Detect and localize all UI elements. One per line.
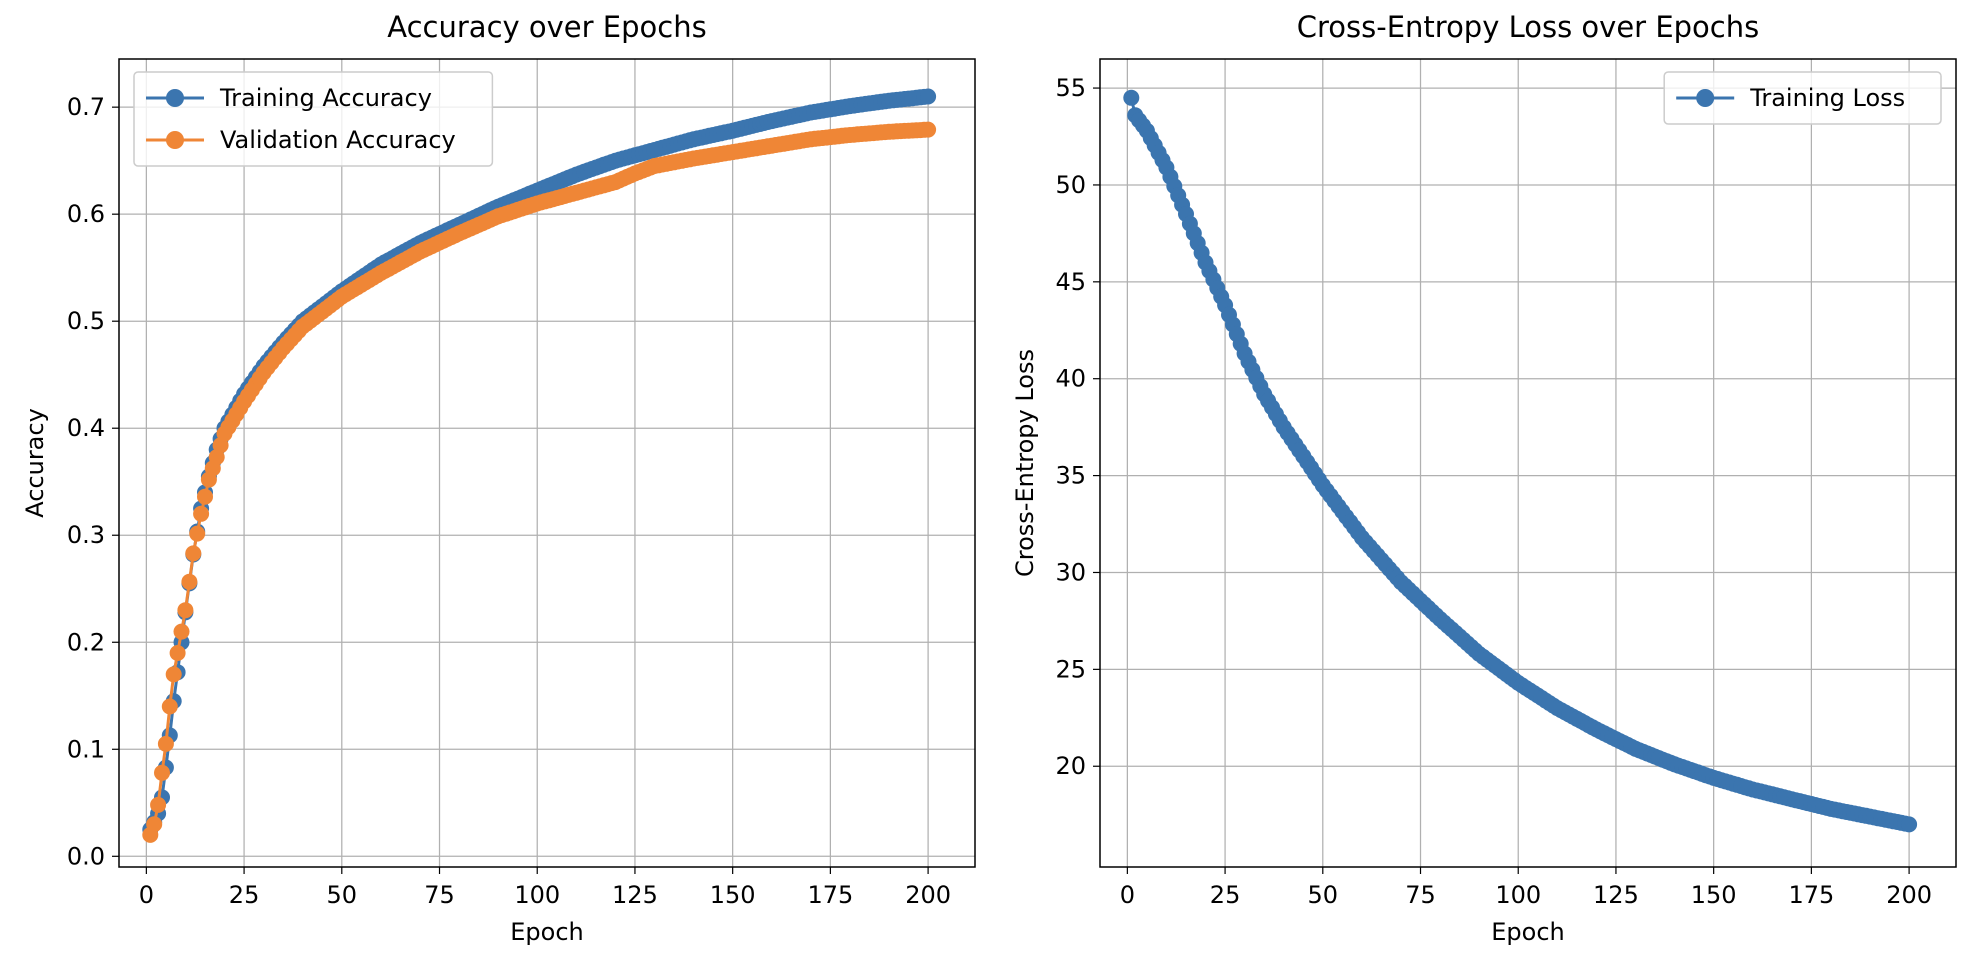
accuracy-y-tick-label: 0.6	[67, 200, 105, 228]
accuracy-data-point	[165, 666, 182, 683]
accuracy-x-tick-label: 200	[905, 881, 951, 909]
accuracy-y-tick-label: 0.4	[67, 414, 105, 442]
loss-x-tick-label: 175	[1788, 881, 1834, 909]
accuracy-data-point	[177, 602, 194, 619]
accuracy-data-point	[146, 816, 163, 833]
loss-y-axis-label: Cross-Entropy Loss	[1011, 349, 1039, 577]
loss-x-tick-label: 200	[1886, 881, 1932, 909]
loss-y-tick-label: 40	[1055, 365, 1086, 393]
accuracy-x-tick-label: 150	[710, 881, 756, 909]
accuracy-legend-item: Validation Accuracy	[146, 126, 456, 154]
accuracy-data-point	[181, 573, 198, 590]
accuracy-data-point	[150, 796, 167, 813]
loss-x-tick-label: 50	[1308, 881, 1339, 909]
loss-grid	[1100, 59, 1956, 867]
accuracy-series-1	[142, 121, 937, 843]
accuracy-series-layer	[142, 88, 937, 843]
accuracy-y-axis-label: Accuracy	[21, 408, 49, 518]
accuracy-x-tick-label: 0	[139, 881, 154, 909]
loss-legend-box	[1663, 71, 1942, 125]
accuracy-x-tick-label: 125	[612, 881, 658, 909]
accuracy-y-tick-label: 0.7	[67, 93, 105, 121]
accuracy-ticks: 0 25 50 75 100 125 150 175 200 0.0 0.1 0.2 0.3 0.4 0.5…	[67, 93, 951, 909]
loss-y-tick-label: 50	[1055, 171, 1086, 199]
loss-x-tick-label: 0	[1120, 881, 1135, 909]
accuracy-series-line	[148, 128, 929, 836]
accuracy-y-tick-label: 0.5	[67, 307, 105, 335]
accuracy-legend-marker	[166, 131, 184, 149]
accuracy-chart: 0 25 50 75 100 125 150 175 200 0.0 0.1 0.2 0.3 0.4 0.5…	[21, 10, 976, 946]
accuracy-data-point	[920, 88, 937, 105]
loss-legend-marker	[1696, 89, 1715, 107]
accuracy-y-tick-label: 0.3	[67, 521, 105, 549]
accuracy-data-point	[185, 545, 202, 562]
loss-y-tick-label: 30	[1055, 558, 1086, 586]
accuracy-chart-title: Accuracy over Epochs	[387, 10, 706, 44]
accuracy-data-point	[197, 488, 213, 505]
loss-x-tick-label: 75	[1405, 881, 1436, 909]
accuracy-legend-item: Training Accuracy	[146, 84, 432, 112]
loss-chart-title: Cross-Entropy Loss over Epochs	[1297, 10, 1759, 44]
accuracy-legend-marker	[166, 89, 184, 107]
accuracy-data-point	[169, 645, 186, 661]
loss-y-tick-label: 55	[1055, 74, 1086, 102]
loss-data-point	[1123, 89, 1140, 106]
accuracy-data-point	[161, 698, 178, 715]
loss-chart: 0 25 50 75 100 125 150 175 200 20 25 30 35 40 45 50 55 C…	[1011, 10, 1957, 946]
accuracy-legend-box	[133, 71, 494, 167]
accuracy-axes-frame	[118, 58, 976, 868]
loss-y-tick-label: 35	[1055, 462, 1086, 490]
accuracy-data-point	[920, 121, 937, 138]
loss-ticks: 0 25 50 75 100 125 150 175 200 20 25 30 35 40 45 50 55	[1055, 74, 1932, 909]
accuracy-x-tick-label: 75	[424, 881, 455, 909]
accuracy-y-tick-label: 0.2	[67, 628, 105, 656]
loss-data-point	[1901, 816, 1918, 833]
loss-legend-label: Training Loss	[1749, 84, 1905, 112]
accuracy-data-point	[189, 525, 206, 542]
accuracy-legend: Training Accuracy Validation Accuracy	[133, 71, 494, 167]
loss-legend: Training Loss	[1663, 71, 1942, 125]
accuracy-data-point	[154, 764, 170, 781]
accuracy-grid	[119, 59, 975, 867]
loss-series-line	[1129, 97, 1910, 826]
accuracy-x-tick-label: 50	[327, 881, 358, 909]
loss-legend-item: Training Loss	[1676, 84, 1905, 112]
accuracy-x-tick-label: 175	[807, 881, 853, 909]
accuracy-legend-label: Training Accuracy	[219, 84, 432, 112]
loss-y-tick-label: 25	[1055, 655, 1086, 683]
accuracy-data-point	[193, 505, 210, 522]
accuracy-legend-label: Validation Accuracy	[220, 126, 456, 154]
loss-y-tick-label: 20	[1055, 752, 1086, 780]
accuracy-y-tick-label: 0.0	[67, 842, 105, 870]
loss-x-tick-label: 25	[1210, 881, 1241, 909]
loss-y-tick-label: 45	[1055, 268, 1086, 296]
accuracy-x-tick-label: 100	[514, 881, 560, 909]
accuracy-data-point	[173, 623, 190, 640]
accuracy-y-tick-label: 0.1	[67, 735, 105, 763]
accuracy-x-tick-label: 25	[229, 881, 260, 909]
loss-series-layer	[1123, 89, 1918, 833]
loss-x-tick-label: 150	[1691, 881, 1737, 909]
loss-series-0	[1123, 89, 1918, 833]
accuracy-data-point	[157, 735, 174, 752]
loss-x-tick-label: 100	[1495, 881, 1541, 909]
loss-x-tick-label: 125	[1593, 881, 1639, 909]
loss-x-axis-label: Epoch	[1491, 918, 1565, 946]
accuracy-x-axis-label: Epoch	[510, 918, 584, 946]
loss-axes-frame	[1099, 58, 1957, 868]
